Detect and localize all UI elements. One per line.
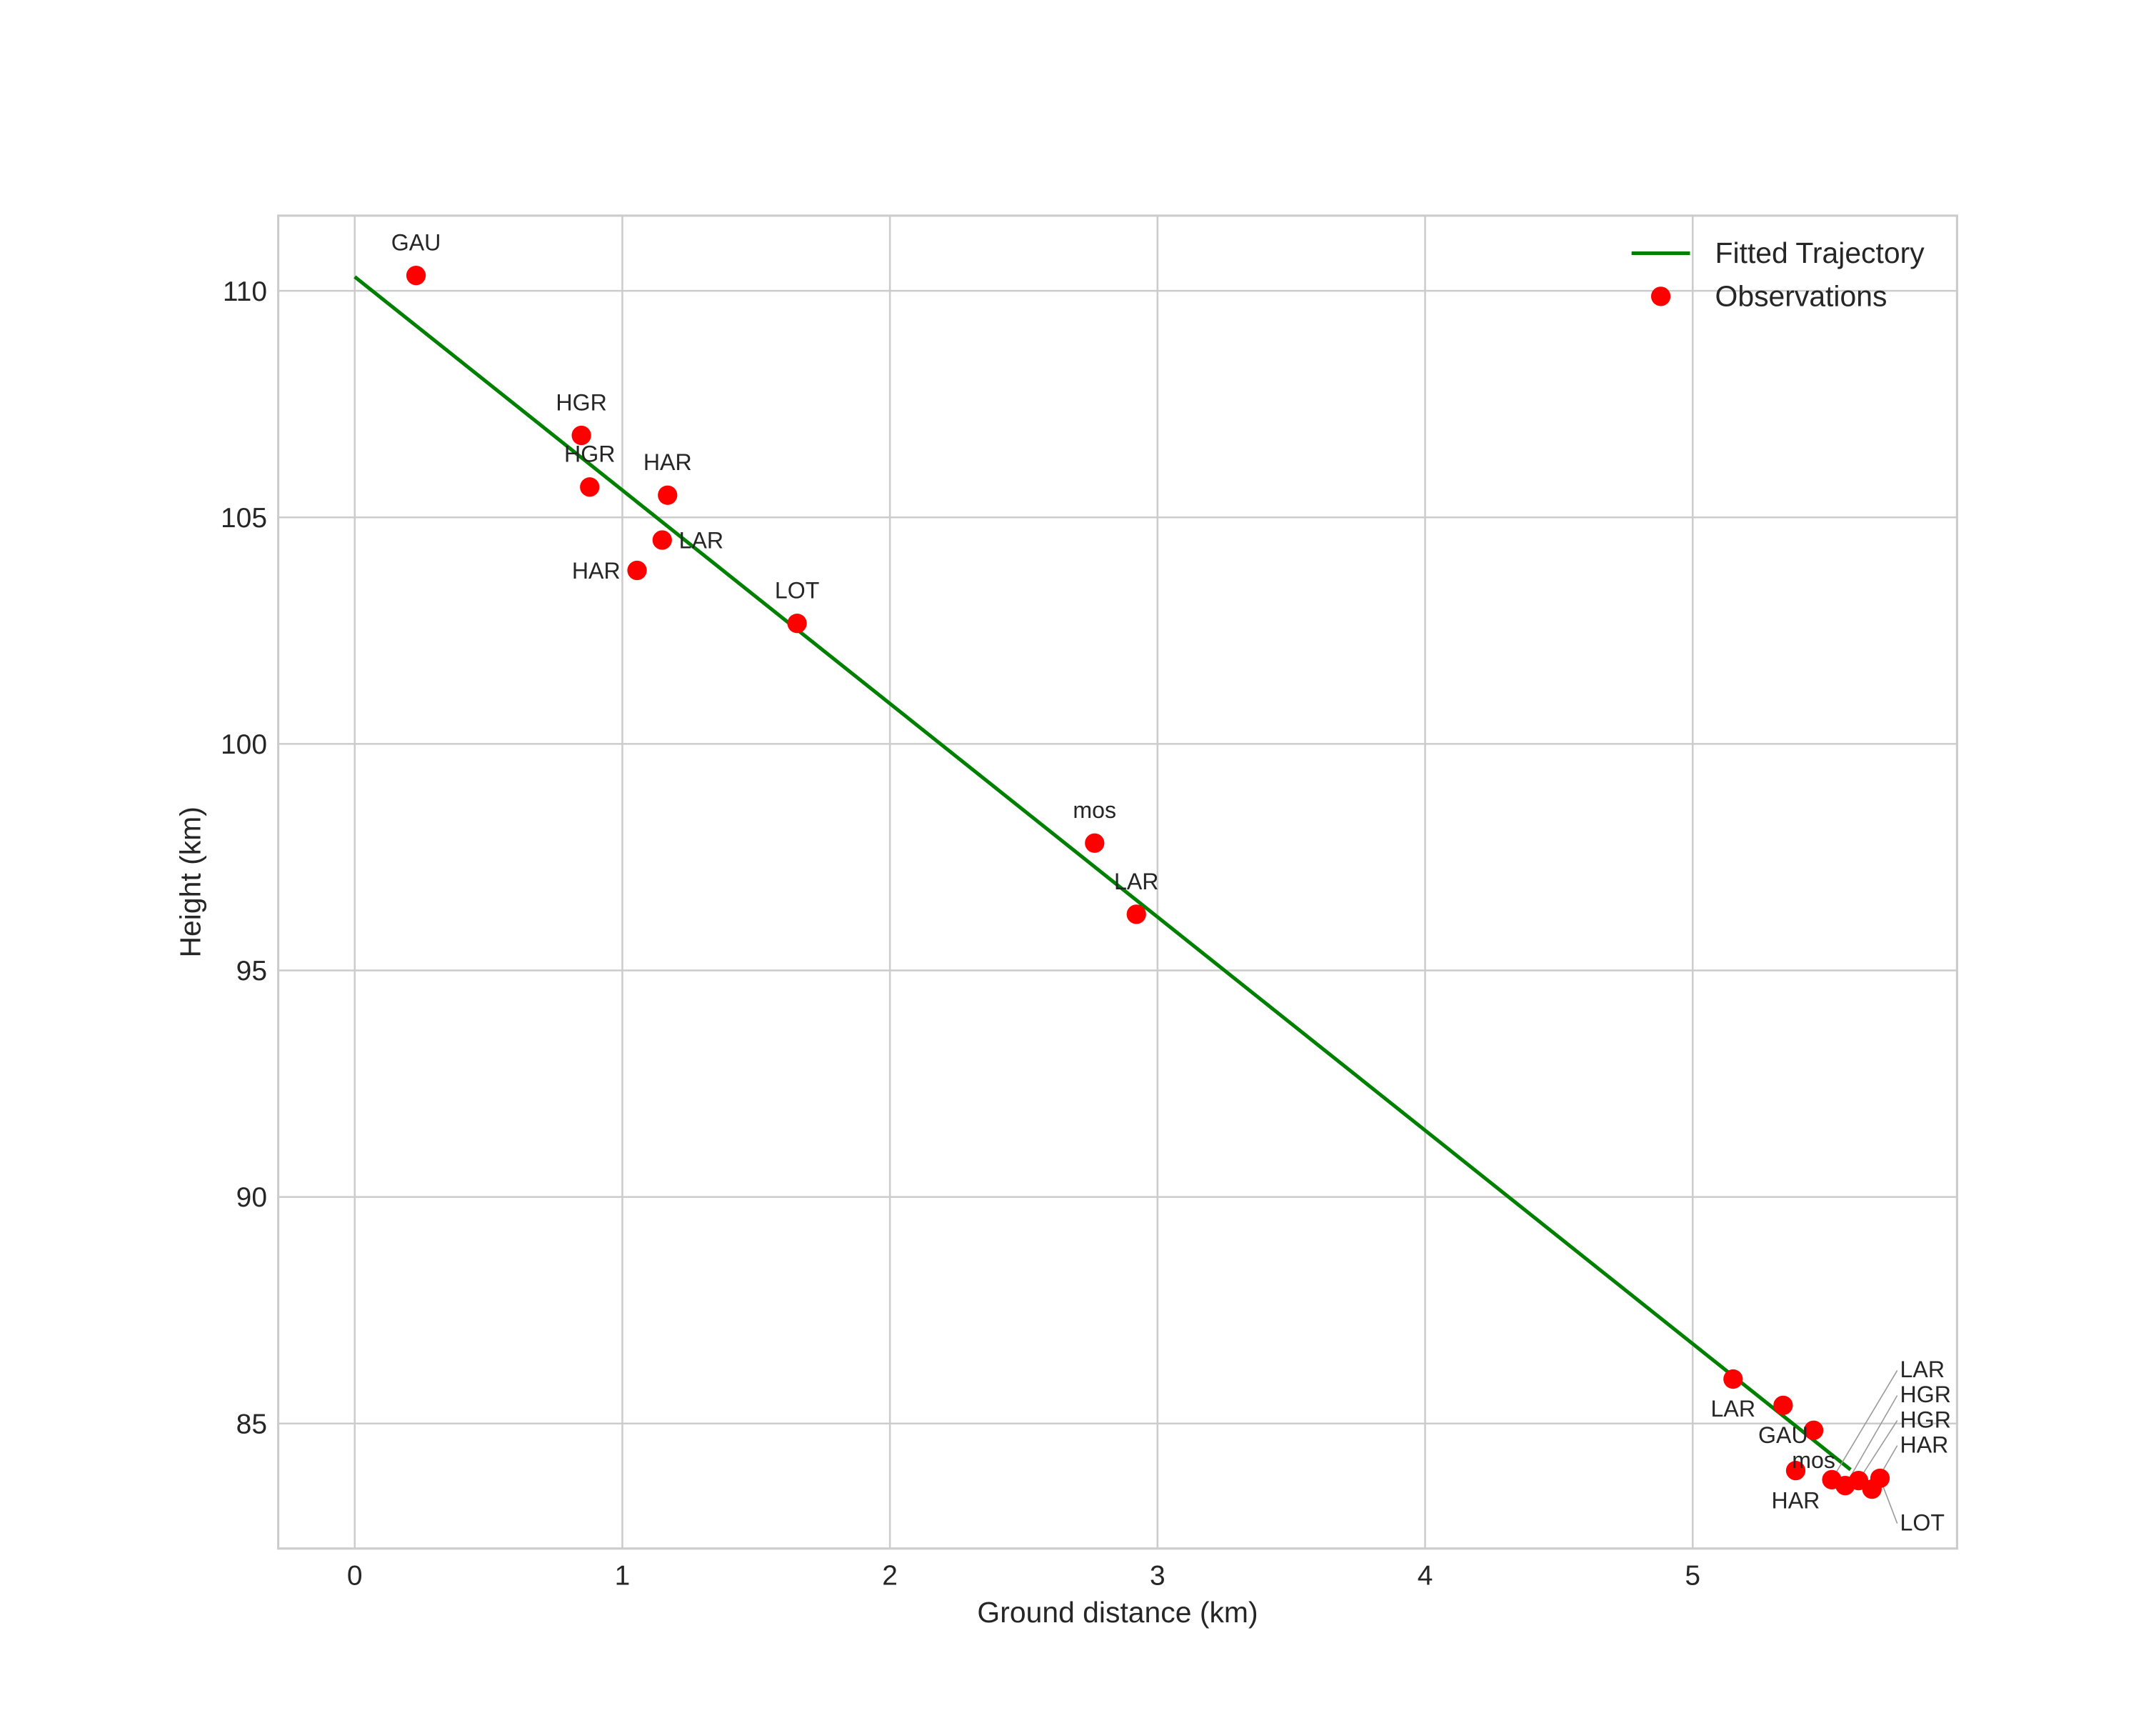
station-label: mos xyxy=(1073,797,1116,823)
station-label: LOT xyxy=(775,578,819,604)
x-axis-label: Ground distance (km) xyxy=(977,1596,1258,1629)
x-tick-label: 1 xyxy=(615,1560,631,1591)
observation-point xyxy=(627,560,647,581)
y-axis-label: Height (km) xyxy=(174,806,207,957)
legend-label-fitted: Fitted Trajectory xyxy=(1715,236,1925,269)
observation-point xyxy=(1085,833,1105,853)
observation-point xyxy=(787,614,807,634)
station-label: HAR xyxy=(572,558,621,584)
label-leader-line xyxy=(1845,1395,1898,1486)
observation-point xyxy=(571,425,591,446)
station-label: HGR xyxy=(1900,1407,1951,1432)
station-label: GAU xyxy=(1758,1422,1808,1448)
station-label: mos xyxy=(1792,1447,1835,1473)
observation-point xyxy=(1126,904,1146,924)
y-tick-label: 110 xyxy=(223,276,267,307)
observation-point xyxy=(1773,1395,1793,1415)
plot-frame xyxy=(277,214,1958,1550)
station-label: GAU xyxy=(391,230,441,256)
x-tick-label: 0 xyxy=(347,1560,363,1591)
station-label: HAR xyxy=(643,449,692,475)
y-tick-label: 100 xyxy=(221,729,267,760)
x-tick-label: 2 xyxy=(882,1560,898,1591)
station-label: LAR xyxy=(1900,1357,1945,1382)
observation-point xyxy=(652,530,672,550)
x-tick-label: 4 xyxy=(1418,1560,1433,1591)
observation-point xyxy=(1785,1461,1806,1481)
station-label: LAR xyxy=(679,528,724,554)
station-label: HGR xyxy=(1900,1382,1951,1407)
y-tick-label: 85 xyxy=(236,1409,267,1439)
station-label: LOT xyxy=(1900,1509,1945,1535)
y-tick-label: 95 xyxy=(236,956,267,987)
grid-lines xyxy=(278,215,1957,1549)
observation-points-layer xyxy=(406,265,1890,1499)
observation-point xyxy=(406,265,426,286)
observation-point xyxy=(1723,1369,1743,1389)
station-label: HGR xyxy=(556,389,606,415)
station-label: LAR xyxy=(1711,1396,1756,1422)
label-leader-line xyxy=(1831,1370,1898,1480)
observation-point xyxy=(580,477,600,497)
station-label: HAR xyxy=(1772,1487,1820,1513)
fitted-trajectory-line xyxy=(354,275,1852,1472)
station-label: LAR xyxy=(1114,869,1159,894)
label-leader-layer xyxy=(1831,1370,1898,1524)
x-tick-label: 3 xyxy=(1150,1560,1165,1591)
legend-marker-swatch xyxy=(1650,286,1671,306)
legend-label-observations: Observations xyxy=(1715,279,1887,312)
label-leader-line xyxy=(1857,1420,1898,1482)
observation-point xyxy=(1803,1420,1824,1440)
observation-point xyxy=(1870,1468,1890,1489)
y-tick-label: 105 xyxy=(221,503,267,534)
station-label: HGR xyxy=(564,441,615,467)
tick-labels: 0 1 2 3 4 5 85 90 95 100 105 110 xyxy=(221,276,1700,1592)
observation-point xyxy=(658,485,678,505)
x-tick-label: 5 xyxy=(1685,1560,1700,1591)
station-label: HAR xyxy=(1900,1432,1949,1457)
legend: Fitted Trajectory Observations xyxy=(1631,236,1925,312)
y-tick-label: 90 xyxy=(236,1182,267,1213)
fitted-trajectory-layer xyxy=(354,275,1852,1472)
